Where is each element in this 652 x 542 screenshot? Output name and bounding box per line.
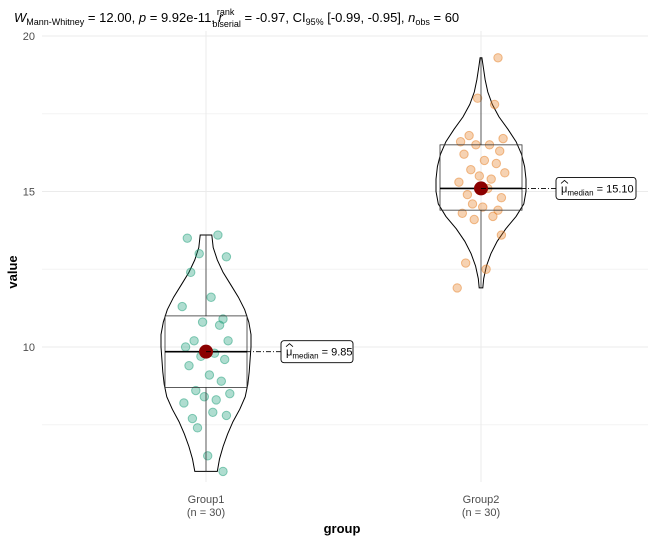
data-point bbox=[191, 385, 201, 396]
x-axis-ticks: Group1(n = 30)Group2(n = 30) bbox=[187, 494, 500, 519]
data-point bbox=[486, 174, 496, 184]
data-point bbox=[498, 133, 508, 144]
data-point bbox=[464, 130, 474, 141]
chart-title: WMann-Whitney = 12.00, p = 9.92e-11, rra… bbox=[14, 7, 459, 29]
data-point bbox=[495, 146, 505, 156]
data-point bbox=[194, 249, 204, 259]
data-point bbox=[469, 214, 479, 225]
data-point bbox=[481, 264, 491, 274]
data-point bbox=[187, 413, 198, 424]
data-point bbox=[216, 376, 227, 386]
data-point bbox=[184, 360, 194, 371]
x-tick-count: (n = 30) bbox=[462, 507, 500, 519]
median-markers: μmedian = 9.85 μmedian = 15.10 bbox=[199, 176, 637, 364]
x-axis-label: group bbox=[324, 521, 361, 536]
data-point bbox=[203, 451, 213, 461]
data-point bbox=[225, 388, 235, 399]
data-point bbox=[208, 407, 218, 418]
data-point bbox=[220, 354, 230, 365]
x-tick-label: Group2 bbox=[463, 494, 500, 506]
violins bbox=[160, 57, 527, 472]
data-point bbox=[466, 165, 476, 175]
data-point bbox=[218, 466, 228, 477]
data-point bbox=[211, 395, 221, 405]
data-point bbox=[189, 336, 199, 346]
median-hat bbox=[560, 179, 569, 184]
data-point bbox=[459, 149, 469, 159]
data-point bbox=[467, 199, 478, 209]
data-point bbox=[177, 301, 187, 312]
data-point bbox=[192, 423, 203, 433]
data-point bbox=[186, 267, 196, 278]
data-point bbox=[489, 99, 500, 110]
data-point bbox=[206, 292, 216, 302]
data-point bbox=[496, 230, 507, 240]
data-point bbox=[496, 193, 507, 203]
median-hat bbox=[285, 343, 294, 347]
median-label: μmedian = 15.10 bbox=[561, 183, 634, 197]
data-point bbox=[213, 230, 223, 240]
y-tick-label: 20 bbox=[23, 31, 35, 43]
data-point bbox=[221, 410, 232, 421]
data-point bbox=[462, 189, 473, 200]
y-axis-ticks: 10 15 20 bbox=[23, 31, 35, 354]
box bbox=[439, 144, 523, 211]
data-point bbox=[455, 137, 466, 147]
median-label-box bbox=[280, 340, 354, 364]
data-point bbox=[180, 342, 191, 352]
data-point bbox=[491, 158, 501, 169]
data-point bbox=[179, 398, 189, 408]
y-axis-label: value bbox=[5, 255, 20, 288]
data-point bbox=[479, 155, 490, 166]
data-point bbox=[199, 392, 210, 402]
data-point bbox=[454, 177, 464, 187]
data-point bbox=[474, 171, 484, 181]
data-point bbox=[182, 233, 193, 243]
data-point bbox=[221, 252, 232, 262]
violin-group2 bbox=[435, 57, 527, 289]
data-point bbox=[457, 208, 467, 218]
data-point bbox=[488, 211, 498, 222]
data-points bbox=[177, 53, 510, 477]
median-label: μmedian = 9.85 bbox=[286, 347, 353, 361]
data-point bbox=[500, 168, 510, 178]
data-point bbox=[223, 336, 233, 346]
data-point bbox=[452, 283, 462, 293]
y-tick-label: 15 bbox=[23, 187, 35, 199]
violin-group1 bbox=[160, 234, 252, 472]
x-tick-label: Group1 bbox=[188, 494, 225, 506]
data-point bbox=[493, 53, 503, 63]
x-tick-count: (n = 30) bbox=[187, 507, 225, 519]
median-label-box bbox=[555, 176, 637, 200]
data-point bbox=[204, 370, 215, 380]
y-tick-label: 10 bbox=[23, 342, 35, 354]
data-point bbox=[197, 317, 208, 327]
data-point bbox=[478, 202, 488, 212]
data-point bbox=[461, 258, 471, 268]
gridlines bbox=[42, 31, 648, 482]
data-point bbox=[472, 93, 483, 103]
data-point bbox=[214, 320, 225, 330]
